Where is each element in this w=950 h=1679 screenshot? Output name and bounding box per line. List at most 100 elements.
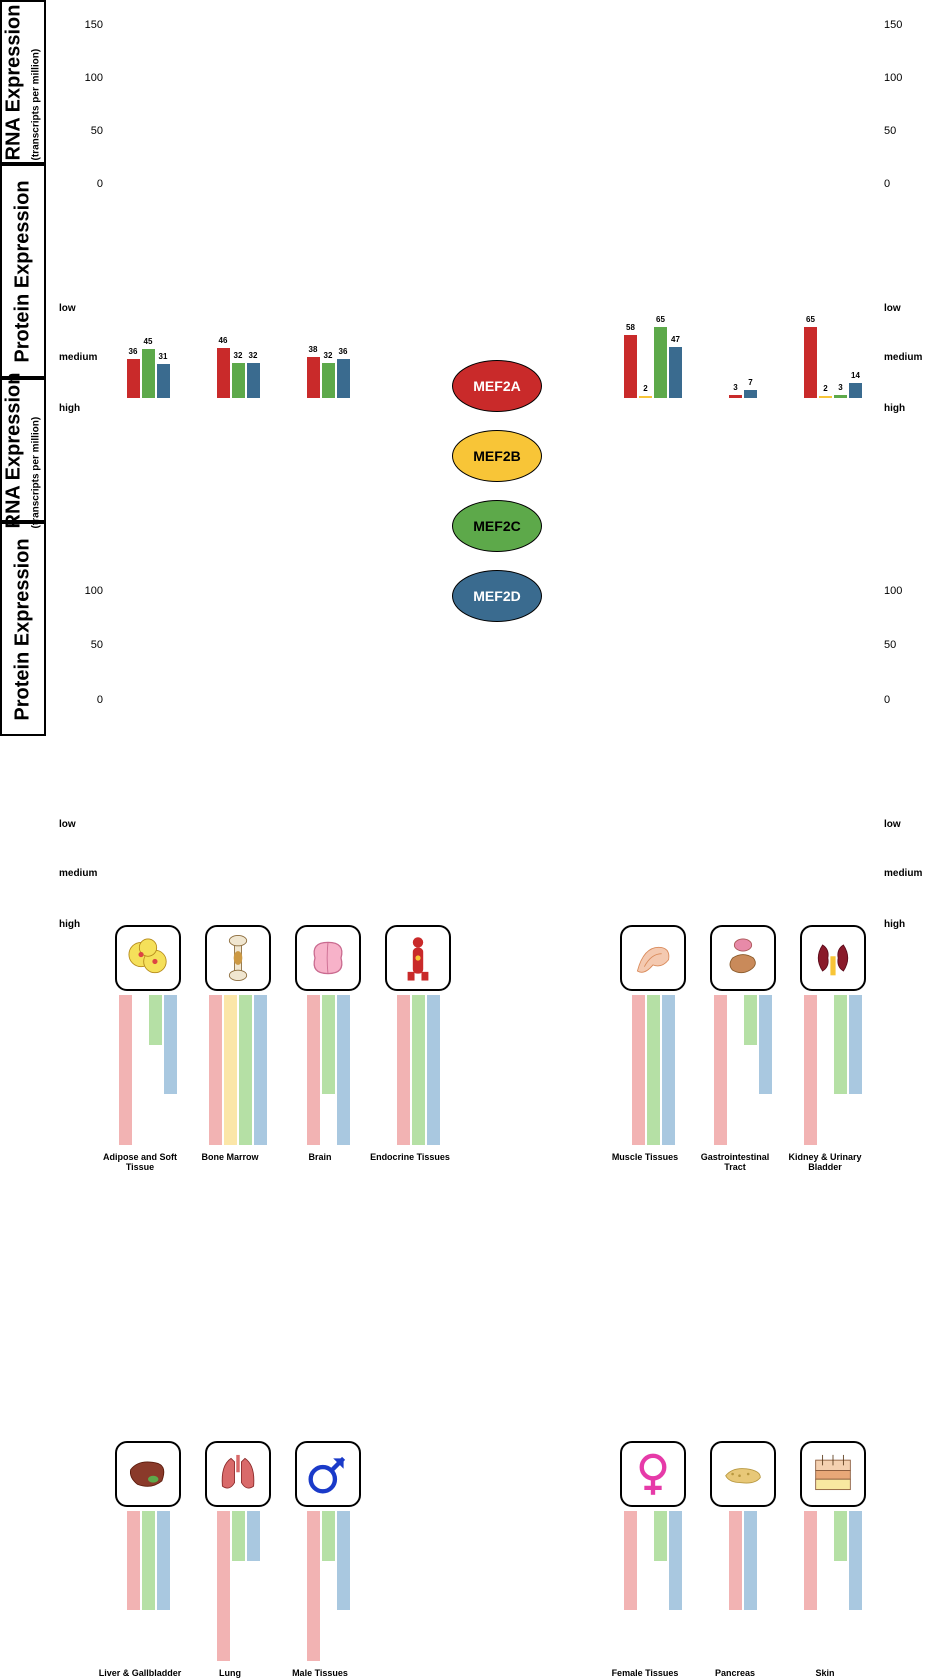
protein-bar: [157, 1511, 170, 1610]
rna-bar: 47: [669, 347, 682, 398]
protein-bars-bone: [209, 995, 267, 1145]
tissue-icon-bone: [205, 925, 271, 991]
tissue-label: Bone Marrow: [187, 1153, 273, 1163]
protein-bar: [239, 995, 252, 1145]
bar-value: 65: [806, 315, 815, 324]
protein-tick: low: [884, 819, 901, 830]
protein-bar: [834, 995, 847, 1094]
legend-mef2c: MEF2C: [452, 500, 542, 552]
bar-value: 45: [144, 337, 153, 346]
protein-tick: low: [884, 303, 901, 314]
protein-axis-label-top: Protein Expression: [0, 164, 46, 378]
bar-value: 32: [234, 351, 243, 360]
protein-tick: medium: [884, 868, 922, 879]
ytick: 0: [63, 694, 103, 706]
protein-bar: [834, 1511, 847, 1561]
legend-mef2d: MEF2D: [452, 570, 542, 622]
bar-value: 36: [129, 347, 138, 356]
legend-mef2a: MEF2A: [452, 360, 542, 412]
protein-bars-muscle: [632, 995, 675, 1145]
bar-value: 2: [823, 384, 827, 393]
protein-bars-liver: [127, 1511, 170, 1610]
protein-bar: [142, 1511, 155, 1610]
protein-label2: Protein Expression: [12, 538, 34, 720]
tissue-label: Gastrointestinal Tract: [692, 1153, 778, 1173]
protein-bar: [337, 995, 350, 1145]
rna-axis-label-bot: RNA Expression(transcripts per million): [0, 378, 46, 522]
protein-bars-adipose: [119, 995, 177, 1145]
rna-bar: 65: [804, 327, 817, 398]
protein-bar: [149, 995, 162, 1045]
protein-tick: low: [59, 303, 76, 314]
tissue-label: Male Tissues: [277, 1669, 363, 1679]
protein-bar: [412, 995, 425, 1145]
protein-bars-female: [624, 1511, 682, 1610]
bar-value: 2: [643, 384, 647, 393]
rna-bar: 14: [849, 383, 862, 398]
tissue-icon-liver: [115, 1441, 181, 1507]
protein-bar: [427, 995, 440, 1145]
protein-bars-lung: [217, 1511, 260, 1661]
tissue-label: Pancreas: [692, 1669, 778, 1679]
protein-tick: high: [884, 919, 905, 930]
protein-tick: high: [59, 403, 80, 414]
rna-bar: 36: [127, 359, 140, 398]
protein-bar: [669, 1511, 682, 1610]
rna-bar: 2: [639, 396, 652, 398]
rna-bar: 46: [217, 348, 230, 398]
bar-value: 7: [748, 378, 752, 387]
protein-bar: [232, 1511, 245, 1561]
rna-bar: 3: [729, 395, 742, 398]
protein-bar: [397, 995, 410, 1145]
rna-axis-label-top: RNA Expression (transcripts per million): [0, 0, 46, 164]
protein-bar: [247, 1511, 260, 1561]
tissue-label: Liver & Gallbladder: [97, 1669, 183, 1679]
rna-bar: 32: [247, 363, 260, 398]
rna-bar: 45: [142, 349, 155, 398]
tissue-icon-kidney: [800, 925, 866, 991]
tissue-icon-skin: [800, 1441, 866, 1507]
protein-bar: [209, 995, 222, 1145]
tissue-icon-female: [620, 1441, 686, 1507]
tissue-label: Skin: [782, 1669, 868, 1679]
protein-bar: [224, 995, 237, 1145]
bar-value: 65: [656, 315, 665, 324]
rna-sub: (transcripts per million): [31, 48, 42, 160]
protein-bar: [759, 995, 772, 1094]
tissue-icon-adipose: [115, 925, 181, 991]
bar-value: 58: [626, 323, 635, 332]
rna-bar: 38: [307, 357, 320, 398]
tissue-icon-male: [295, 1441, 361, 1507]
protein-bar: [849, 1511, 862, 1610]
protein-bar: [322, 995, 335, 1094]
protein-bars-male: [307, 1511, 350, 1661]
protein-tick: medium: [884, 352, 922, 363]
tissue-label: Muscle Tissues: [602, 1153, 688, 1163]
tissue-icon-pancreas: [710, 1441, 776, 1507]
protein-tick: medium: [59, 868, 97, 879]
protein-bar: [127, 1511, 140, 1610]
bar-value: 32: [249, 351, 258, 360]
rna-label: RNA Expression: [3, 4, 25, 160]
protein-bar: [804, 995, 817, 1145]
tissue-label: Adipose and Soft Tissue: [97, 1153, 183, 1173]
tissue-label: Kidney & Urinary Bladder: [782, 1153, 868, 1173]
bar-value: 31: [159, 352, 168, 361]
tissue-icon-muscle: [620, 925, 686, 991]
protein-bar: [744, 1511, 757, 1610]
rna-bar: 3: [834, 395, 847, 398]
bar-value: 3: [838, 383, 842, 392]
ytick: 0: [63, 178, 103, 190]
protein-tick: low: [59, 819, 76, 830]
rna-bars-male: 383236: [307, 357, 350, 398]
protein-axis-label-bot: Protein Expression: [0, 522, 46, 736]
rna-bar: 7: [744, 390, 757, 398]
ytick: 100: [884, 585, 924, 597]
ytick: 50: [63, 639, 103, 651]
ytick: 50: [63, 125, 103, 137]
protein-bar: [337, 1511, 350, 1610]
protein-bars-gi: [714, 995, 772, 1145]
protein-bar: [849, 995, 862, 1094]
rna-bar: 36: [337, 359, 350, 398]
ytick: 100: [63, 72, 103, 84]
